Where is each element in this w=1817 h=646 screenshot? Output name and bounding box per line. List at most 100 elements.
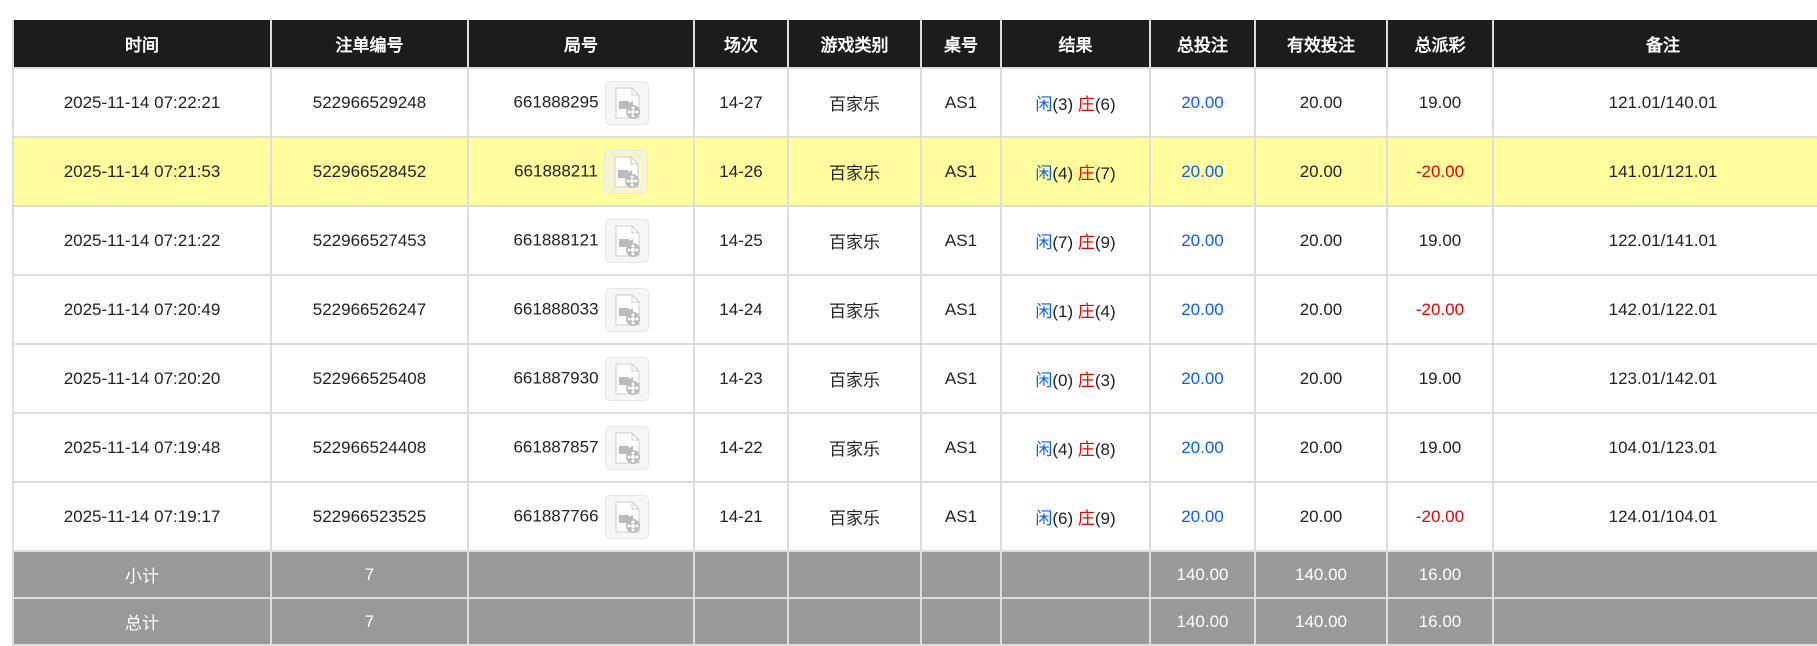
cell-game: 百家乐 <box>787 274 922 345</box>
cell-result: 闲(6) 庄(9) <box>1000 481 1151 552</box>
total-value: 20.00 <box>1181 92 1224 112</box>
table-row: 2025-11-14 07:22:21 522966529248 661888295… <box>12 67 1817 138</box>
cell-result: 闲(3) 庄(6) <box>1000 67 1151 138</box>
video-file-icon[interactable] <box>604 218 649 263</box>
valid-value: 20.00 <box>1299 230 1343 250</box>
banker-score: (9) <box>1094 233 1116 252</box>
cell-valid: 20.00 <box>1254 481 1388 552</box>
empty-cell <box>693 550 789 599</box>
header-time: 时间 <box>12 20 272 68</box>
valid-value: 20.00 <box>1299 161 1343 181</box>
game-value: 百家乐 <box>829 164 880 183</box>
player-score: (7) <box>1052 233 1074 252</box>
video-file-icon[interactable] <box>604 425 649 470</box>
empty-cell <box>920 550 1002 599</box>
note-value: 123.01/142.01 <box>1608 368 1718 388</box>
cell-payout: 19.00 <box>1386 67 1494 138</box>
video-file-icon[interactable] <box>604 494 649 539</box>
bet_id-value: 522966525408 <box>312 368 427 388</box>
cell-result: 闲(1) 庄(4) <box>1000 274 1151 345</box>
player-label: 闲 <box>1035 509 1053 528</box>
header-session: 场次 <box>693 20 789 68</box>
round-value: 661887930 <box>513 367 599 387</box>
header-valid-bet: 有效投注 <box>1254 20 1388 68</box>
session-value: 14-25 <box>719 230 763 250</box>
payout-value: -20.00 <box>1415 506 1465 526</box>
session-value: 14-21 <box>719 506 763 526</box>
table-value: AS1 <box>944 299 978 319</box>
empty-cell <box>467 597 695 646</box>
cell-total: 20.00 <box>1149 412 1256 483</box>
cell-payout: -20.00 <box>1386 136 1494 207</box>
empty-cell <box>693 597 789 646</box>
empty-cell <box>787 550 922 599</box>
payout-value: 19.00 <box>1418 437 1462 457</box>
cell-game: 百家乐 <box>787 343 922 414</box>
banker-label: 庄 <box>1077 233 1095 252</box>
header-note: 备注 <box>1492 20 1817 68</box>
banker-label: 庄 <box>1077 371 1095 390</box>
round-value: 661887766 <box>513 505 599 525</box>
cell-round: 661888295 <box>467 67 695 138</box>
table-value: AS1 <box>944 506 978 526</box>
total-value: 20.00 <box>1181 506 1224 526</box>
cell-table: AS1 <box>920 136 1002 207</box>
note-value: 124.01/104.01 <box>1608 506 1718 526</box>
cell-note: 104.01/123.01 <box>1492 412 1817 483</box>
cell-result: 闲(4) 庄(8) <box>1000 412 1151 483</box>
video-file-icon[interactable] <box>604 287 649 332</box>
cell-bet_id: 522966529248 <box>270 67 469 138</box>
grand_total-total: 140.00 <box>1149 597 1256 646</box>
cell-bet_id: 522966524408 <box>270 412 469 483</box>
grand_total-row: 总计 7 140.00 140.00 16.00 <box>12 597 1817 646</box>
video-file-icon[interactable] <box>604 80 649 125</box>
bet_id-value: 522966524408 <box>312 437 427 457</box>
empty-cell <box>1000 550 1151 599</box>
valid-value: 20.00 <box>1299 437 1343 457</box>
cell-round: 661888033 <box>467 274 695 345</box>
cell-game: 百家乐 <box>787 481 922 552</box>
cell-session: 14-24 <box>693 274 789 345</box>
valid-value: 20.00 <box>1299 299 1343 319</box>
empty-cell <box>1492 550 1817 599</box>
time-value: 2025-11-14 07:21:53 <box>63 161 221 181</box>
table-row: 2025-11-14 07:20:20 522966525408 661887930… <box>12 343 1817 414</box>
time-value: 2025-11-14 07:19:17 <box>63 506 221 526</box>
table-row: 2025-11-14 07:19:48 522966524408 661887857… <box>12 412 1817 483</box>
cell-total: 20.00 <box>1149 481 1256 552</box>
cell-game: 百家乐 <box>787 67 922 138</box>
cell-session: 14-25 <box>693 205 789 276</box>
payout-value: 19.00 <box>1418 368 1462 388</box>
cell-bet_id: 522966525408 <box>270 343 469 414</box>
cell-bet_id: 522966523525 <box>270 481 469 552</box>
cell-payout: 19.00 <box>1386 343 1494 414</box>
cell-game: 百家乐 <box>787 412 922 483</box>
banker-score: (8) <box>1094 440 1116 459</box>
cell-round: 661888211 <box>467 136 695 207</box>
banker-score: (6) <box>1094 95 1116 114</box>
player-label: 闲 <box>1035 371 1053 390</box>
cell-payout: 19.00 <box>1386 412 1494 483</box>
video-file-icon[interactable] <box>603 149 648 194</box>
cell-table: AS1 <box>920 412 1002 483</box>
table-row: 2025-11-14 07:19:17 522966523525 661887766… <box>12 481 1817 552</box>
game-value: 百家乐 <box>829 509 880 528</box>
cell-table: AS1 <box>920 67 1002 138</box>
bet-records-table: 时间 注单编号 局号 场次 游戏类别 桌号 结果 总投注 有效投注 总派彩 备注 2025-11-1… <box>12 20 1817 646</box>
table-row: 2025-11-14 07:21:53 522966528452 661888211… <box>12 136 1817 207</box>
header-game-type: 游戏类别 <box>787 20 922 68</box>
empty-cell <box>1492 597 1817 646</box>
bet_id-value: 522966529248 <box>312 92 427 112</box>
bet_id-value: 522966528452 <box>312 161 427 181</box>
empty-cell <box>467 550 695 599</box>
note-value: 121.01/140.01 <box>1608 92 1718 112</box>
cell-time: 2025-11-14 07:22:21 <box>12 67 272 138</box>
table-header: 时间 注单编号 局号 场次 游戏类别 桌号 结果 总投注 有效投注 总派彩 备注 <box>12 20 1817 68</box>
subtotal-total: 140.00 <box>1149 550 1256 599</box>
session-value: 14-22 <box>719 437 763 457</box>
cell-valid: 20.00 <box>1254 136 1388 207</box>
banker-label: 庄 <box>1077 302 1095 321</box>
subtotal-payout: 16.00 <box>1386 550 1494 599</box>
video-file-icon[interactable] <box>604 356 649 401</box>
header-total-bet: 总投注 <box>1149 20 1256 68</box>
